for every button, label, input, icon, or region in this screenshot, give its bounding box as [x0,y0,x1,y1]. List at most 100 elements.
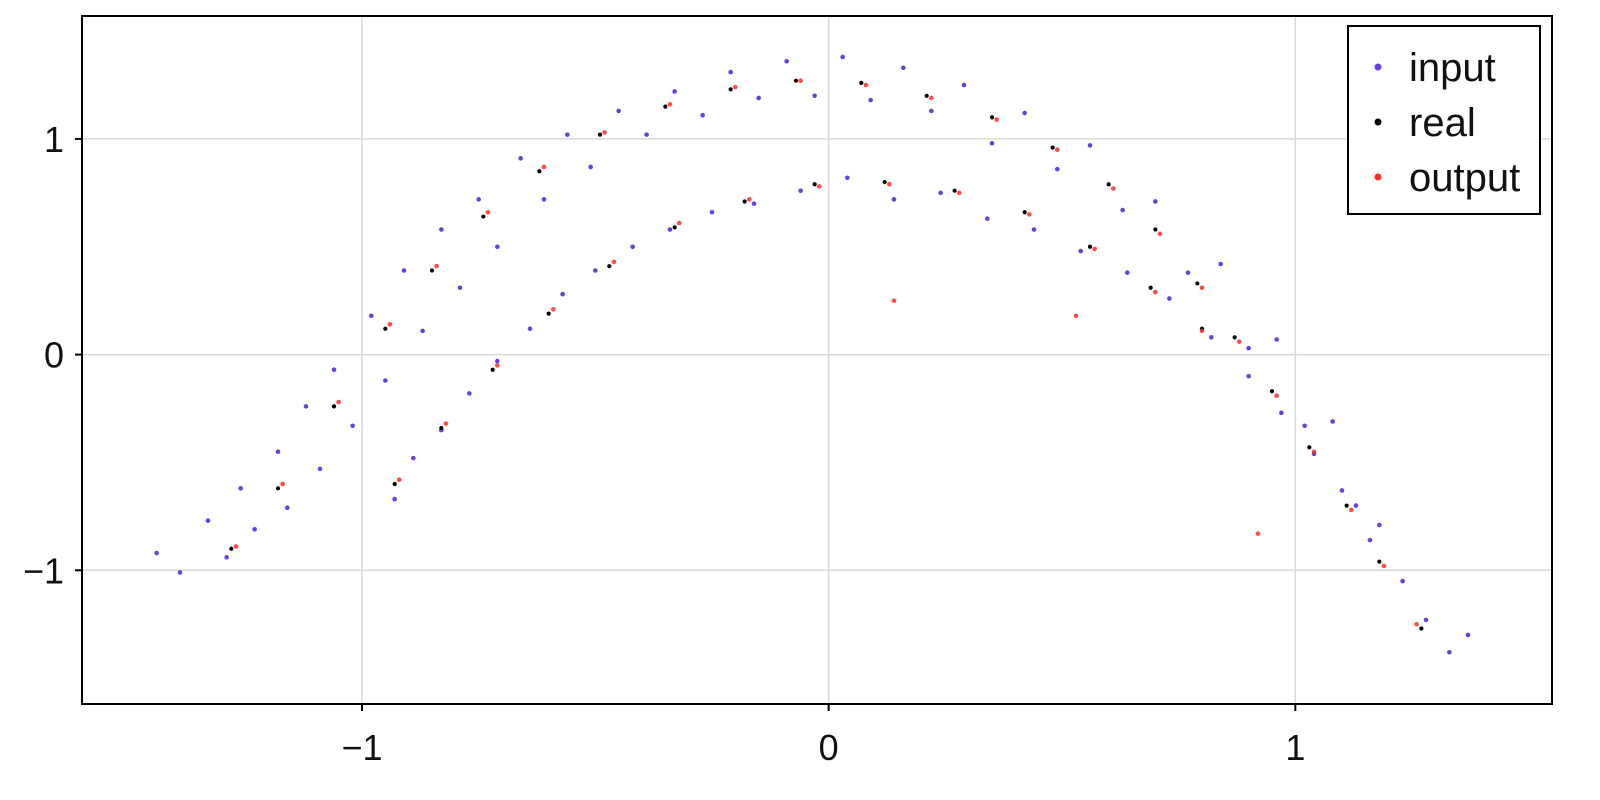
output-point [1199,328,1205,334]
input-point [1423,617,1429,623]
output-point [541,164,547,170]
real-point [1232,335,1237,340]
output-point [1027,212,1032,217]
real-point [275,486,281,491]
output-point [1414,621,1419,627]
real-point [672,225,677,230]
input-point [565,132,570,137]
input-point [1078,248,1083,254]
real-point [1087,244,1093,249]
input-point [728,69,733,75]
real-point [383,326,388,331]
input-point [541,197,547,202]
real-point [537,169,542,174]
output-point [1092,246,1097,252]
input-point [798,188,803,193]
input-point [1209,335,1214,340]
input-point [1246,345,1251,351]
output-point [233,544,239,549]
real-point [490,367,495,372]
input-point [439,227,444,232]
output-point [1199,285,1205,291]
input-point [1246,373,1251,379]
input-point [527,326,533,332]
input-point [205,518,211,523]
real-point [812,182,817,187]
input-point [476,197,481,202]
input-point [891,197,897,202]
x-tick-label: −1 [341,727,382,768]
real-point [952,188,957,193]
axis-labels: −1 0 1 −1 0 1 [23,119,1305,768]
real-point [1419,626,1424,631]
legend: input real output [1347,25,1541,215]
real-point [1307,445,1312,450]
y-tick-label: 0 [44,335,64,376]
output-point [551,307,556,312]
output-point [929,95,934,101]
output-point [667,102,673,107]
input-point [495,358,500,364]
real-point [882,179,887,185]
input-point [989,140,995,146]
output-point [495,363,500,368]
input-point [303,404,309,409]
real-point [546,311,551,316]
real-point [331,404,337,409]
input-point [350,423,355,429]
x-tick-label: 1 [1285,727,1305,768]
input-point [630,244,635,250]
output-point [747,197,752,202]
input-point [1055,166,1060,172]
input-point [317,466,323,472]
input-point [495,244,500,250]
output-point [1274,393,1279,398]
y-tick-label: −1 [23,550,64,591]
input-point [593,268,598,273]
y-tick-label: 1 [44,119,64,160]
output-point [677,220,682,226]
input-point [331,367,337,373]
output-point [817,184,822,189]
input-point [1465,632,1471,638]
series-real [229,78,1424,631]
input-point [1031,227,1037,232]
output-point [733,84,738,90]
real-point [728,87,733,92]
output-point [485,209,491,215]
output-point [891,298,897,303]
output-point [602,130,607,135]
x-tick-label: 0 [819,727,839,768]
input-point [840,54,845,60]
input-point [700,112,705,118]
legend-label-output: output [1409,156,1520,200]
output-point [798,78,803,84]
input-point [1339,488,1345,493]
real-point [1153,227,1158,232]
real-point [392,481,397,487]
input-point [369,313,374,319]
input-point [518,156,523,161]
input-point [1279,410,1284,416]
legend-marker-output [1374,173,1382,181]
output-point [611,259,617,265]
input-point [560,291,565,297]
input-point [275,449,281,454]
real-point [1022,210,1027,215]
input-point [756,95,761,101]
plot-area-background [82,16,1552,704]
legend-label-input: input [1409,46,1496,90]
grid-lines [82,16,1552,704]
output-point [443,421,449,426]
output-point [1237,339,1242,344]
input-point [961,82,967,88]
output-point [336,399,341,405]
input-point [672,89,677,94]
input-point [1185,270,1191,275]
real-point [742,199,747,204]
input-point [1353,503,1359,508]
real-point [793,78,799,83]
real-point [663,104,668,109]
output-point [1381,563,1387,569]
